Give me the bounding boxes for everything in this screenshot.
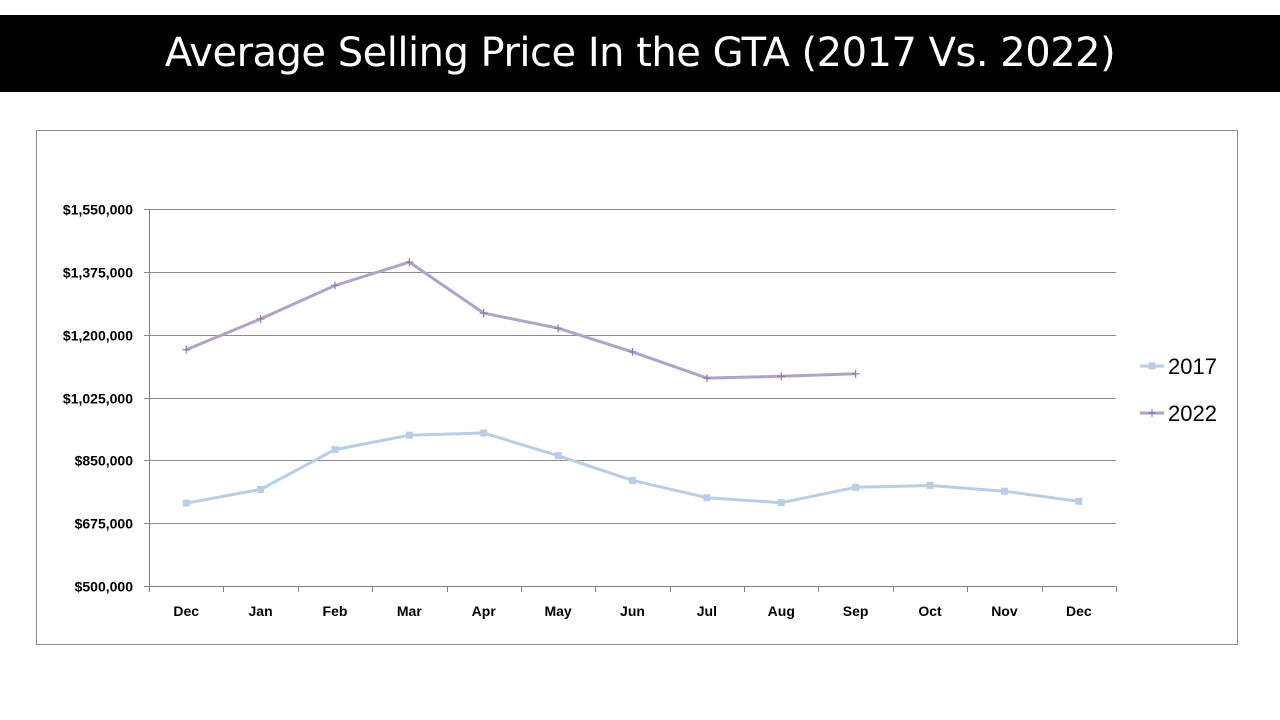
legend-marker xyxy=(1148,409,1156,417)
y-tick-labels: $500,000 $675,000 $850,000 $1,025,000 $1,200… xyxy=(63,202,133,595)
legend-label: 2017 xyxy=(1168,354,1217,379)
x-tick-label: Apr xyxy=(472,603,497,619)
y-tick-label: $675,000 xyxy=(75,516,134,532)
legend-item-2022: 2022 xyxy=(1140,401,1217,426)
data-point-2022 xyxy=(405,258,414,267)
data-point-2022 xyxy=(851,369,860,378)
y-tick-label: $1,375,000 xyxy=(63,265,133,281)
x-tick-labels: Dec Jan Feb Mar Apr May Jun Jul Aug Sep Oct Nov Dec xyxy=(173,603,1092,619)
x-tick-label: Feb xyxy=(323,603,348,619)
data-point-2022 xyxy=(256,314,265,323)
title-bar: Average Selling Price In the GTA (2017 V… xyxy=(0,15,1280,92)
x-tick-label: May xyxy=(544,603,571,619)
x-tick-label: Mar xyxy=(397,603,422,619)
data-point-2017 xyxy=(1000,487,1008,495)
x-tick-label: Aug xyxy=(768,603,795,619)
series xyxy=(182,258,1083,507)
data-point-2022 xyxy=(702,374,711,383)
y-tick-label: $1,200,000 xyxy=(63,328,133,344)
axes xyxy=(149,209,1117,592)
x-tick-label: Dec xyxy=(173,603,199,619)
x-tick-label: Nov xyxy=(991,603,1018,619)
gridlines xyxy=(144,209,1116,587)
data-point-2017 xyxy=(182,499,190,507)
data-point-2017 xyxy=(926,481,934,489)
data-point-2022 xyxy=(628,347,637,356)
series-2017 xyxy=(182,429,1083,507)
data-point-2017 xyxy=(405,431,413,439)
data-point-2017 xyxy=(852,483,860,491)
x-tick-label: Dec xyxy=(1066,603,1092,619)
page-title: Average Selling Price In the GTA (2017 V… xyxy=(164,30,1116,76)
data-point-2022 xyxy=(554,324,563,333)
data-point-2022 xyxy=(330,281,339,290)
data-point-2017 xyxy=(331,446,339,454)
data-point-2022 xyxy=(777,372,786,381)
y-tick-label: $1,025,000 xyxy=(63,391,133,407)
data-point-2017 xyxy=(1075,497,1083,505)
data-point-2022 xyxy=(182,345,191,354)
y-tick-label: $500,000 xyxy=(75,579,134,595)
x-tick-label: Sep xyxy=(843,603,869,619)
data-point-2017 xyxy=(554,452,562,460)
legend-item-2017: 2017 xyxy=(1140,354,1217,379)
chart-border xyxy=(36,130,1238,645)
data-point-2017 xyxy=(480,429,488,437)
data-point-2017 xyxy=(257,485,265,493)
x-tick-label: Jul xyxy=(697,603,717,619)
series-line-2022 xyxy=(185,260,856,380)
y-tick-label: $1,550,000 xyxy=(63,202,133,218)
x-tick-label: Oct xyxy=(918,603,942,619)
data-point-2017 xyxy=(777,499,785,507)
legend: 2017 2022 xyxy=(1140,354,1217,426)
x-tick-label: Jan xyxy=(249,603,273,619)
legend-label: 2022 xyxy=(1168,401,1217,426)
x-tick-label: Jun xyxy=(620,603,645,619)
data-point-2017 xyxy=(629,476,636,484)
data-point-2017 xyxy=(703,494,711,502)
legend-marker xyxy=(1148,362,1156,370)
data-point-2022 xyxy=(479,309,488,318)
y-tick-label: $850,000 xyxy=(75,453,134,469)
series-2022 xyxy=(182,258,860,383)
